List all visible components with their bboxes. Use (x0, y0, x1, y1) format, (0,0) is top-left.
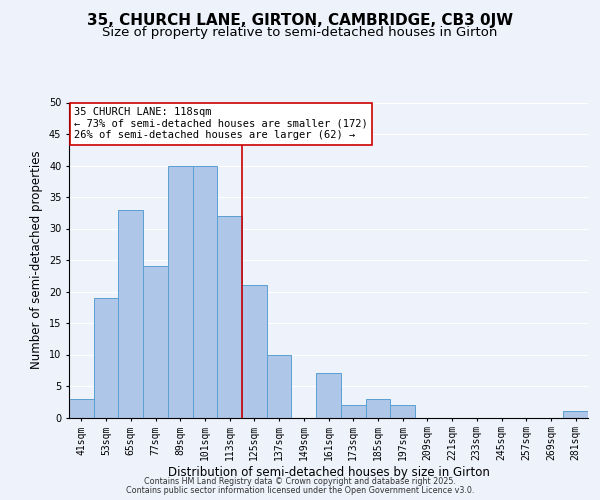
Bar (267, 354, 292, 418)
Bar (94, 298, 118, 418)
Bar (316, 374, 341, 418)
Text: 35 CHURCH LANE: 118sqm
← 73% of semi-detached houses are smaller (172)
26% of se: 35 CHURCH LANE: 118sqm ← 73% of semi-det… (74, 107, 368, 140)
Bar (69, 398, 94, 417)
Bar (118, 210, 143, 418)
Text: Contains public sector information licensed under the Open Government Licence v3: Contains public sector information licen… (126, 486, 474, 495)
Bar (365, 398, 390, 417)
Bar (193, 166, 217, 418)
Text: Contains HM Land Registry data © Crown copyright and database right 2025.: Contains HM Land Registry data © Crown c… (144, 477, 456, 486)
Bar (390, 405, 415, 417)
Bar (563, 411, 588, 418)
X-axis label: Distribution of semi-detached houses by size in Girton: Distribution of semi-detached houses by … (167, 466, 490, 479)
Bar (168, 166, 193, 418)
Bar (242, 285, 267, 418)
Bar (341, 405, 365, 417)
Bar (217, 216, 242, 418)
Bar (143, 266, 168, 418)
Text: Size of property relative to semi-detached houses in Girton: Size of property relative to semi-detach… (103, 26, 497, 39)
Y-axis label: Number of semi-detached properties: Number of semi-detached properties (31, 150, 43, 370)
Text: 35, CHURCH LANE, GIRTON, CAMBRIDGE, CB3 0JW: 35, CHURCH LANE, GIRTON, CAMBRIDGE, CB3 … (87, 12, 513, 28)
